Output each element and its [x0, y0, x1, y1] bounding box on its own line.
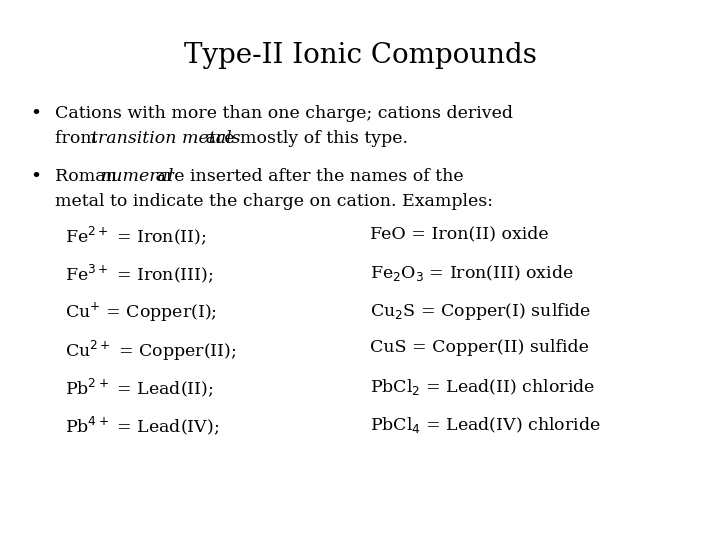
Text: from: from	[55, 130, 102, 147]
Text: FeO = Iron(II) oxide: FeO = Iron(II) oxide	[370, 225, 549, 242]
Text: are inserted after the names of the: are inserted after the names of the	[150, 168, 464, 185]
Text: Cu$_2$S = Copper(I) sulfide: Cu$_2$S = Copper(I) sulfide	[370, 301, 591, 322]
Text: are mostly of this type.: are mostly of this type.	[200, 130, 408, 147]
Text: Pb$^{2+}$ = Lead(II);: Pb$^{2+}$ = Lead(II);	[65, 377, 213, 400]
Text: Pb$^{4+}$ = Lead(IV);: Pb$^{4+}$ = Lead(IV);	[65, 415, 219, 437]
Text: metal to indicate the charge on cation. Examples:: metal to indicate the charge on cation. …	[55, 193, 493, 210]
Text: PbCl$_4$ = Lead(IV) chloride: PbCl$_4$ = Lead(IV) chloride	[370, 415, 600, 435]
Text: Fe$_2$O$_3$ = Iron(III) oxide: Fe$_2$O$_3$ = Iron(III) oxide	[370, 263, 574, 283]
Text: Cations with more than one charge; cations derived: Cations with more than one charge; catio…	[55, 105, 513, 122]
Text: Fe$^{3+}$ = Iron(III);: Fe$^{3+}$ = Iron(III);	[65, 263, 213, 286]
Text: Type-II Ionic Compounds: Type-II Ionic Compounds	[184, 42, 536, 69]
Text: Fe$^{2+}$ = Iron(II);: Fe$^{2+}$ = Iron(II);	[65, 225, 207, 247]
Text: PbCl$_2$ = Lead(II) chloride: PbCl$_2$ = Lead(II) chloride	[370, 377, 595, 397]
Text: Cu$^{+}$ = Copper(I);: Cu$^{+}$ = Copper(I);	[65, 301, 217, 325]
Text: transition metals: transition metals	[91, 130, 240, 147]
Text: Roman: Roman	[55, 168, 122, 185]
Text: •: •	[30, 105, 41, 123]
Text: CuS = Copper(II) sulfide: CuS = Copper(II) sulfide	[370, 339, 589, 356]
Text: •: •	[30, 168, 41, 186]
Text: numeral: numeral	[101, 168, 174, 185]
Text: Cu$^{2+}$ = Copper(II);: Cu$^{2+}$ = Copper(II);	[65, 339, 236, 363]
